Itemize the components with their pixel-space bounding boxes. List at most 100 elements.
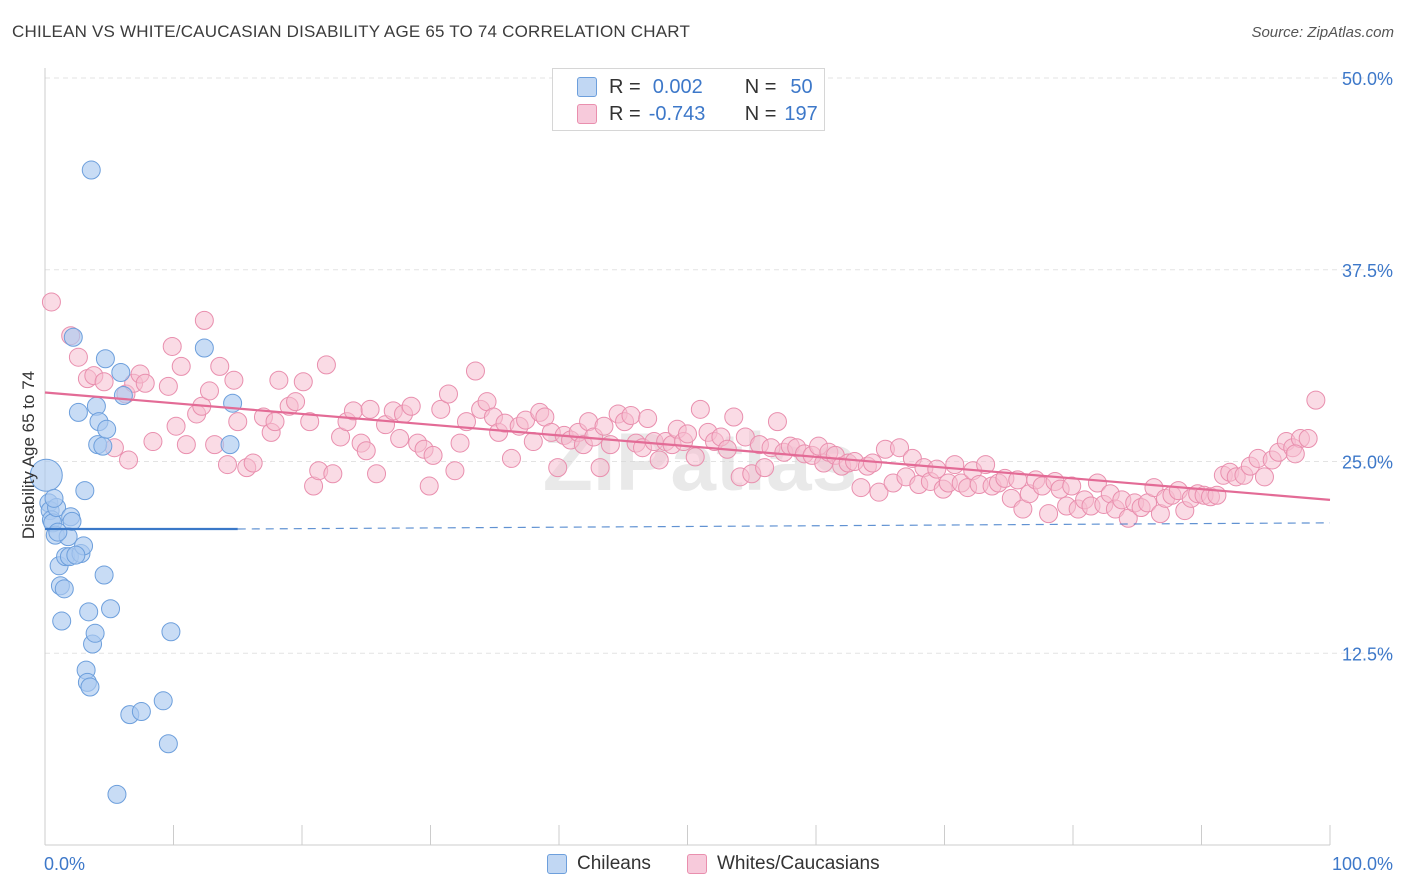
chart-title: CHILEAN VS WHITE/CAUCASIAN DISABILITY AG…: [12, 22, 691, 41]
data-point-chileans: [94, 565, 114, 585]
chileans-swatch: [547, 854, 567, 874]
data-point-whites: [423, 445, 443, 465]
chileans-swatch: [577, 77, 597, 97]
data-point-whites: [210, 356, 230, 376]
data-point-whites: [390, 428, 410, 448]
data-point-whites: [431, 399, 451, 419]
data-point-chileans: [107, 784, 127, 804]
data-point-chileans: [93, 436, 113, 456]
n-value: 197: [784, 102, 818, 125]
data-point-chileans: [95, 349, 115, 369]
data-point-whites: [119, 450, 139, 470]
data-point-chileans: [44, 488, 64, 508]
data-point-whites: [678, 424, 697, 444]
data-point-whites: [767, 412, 787, 432]
whites-swatch: [577, 104, 597, 124]
data-point-whites: [176, 435, 196, 455]
r-label: R =: [609, 102, 641, 125]
data-point-chileans: [220, 435, 240, 455]
data-point-whites: [401, 396, 421, 416]
data-point-whites: [594, 416, 614, 436]
data-point-chileans: [68, 402, 88, 422]
data-point-whites: [590, 458, 610, 478]
data-point-chileans: [80, 677, 100, 697]
data-point-whites: [217, 455, 237, 475]
n-label: N =: [744, 75, 777, 98]
data-point-whites: [199, 381, 219, 401]
data-point-chileans: [111, 363, 131, 383]
trend-line-whites: [44, 391, 1331, 501]
whites-swatch: [687, 854, 707, 874]
y-tick-label: 25.0%: [1342, 453, 1393, 473]
grid-layer: [45, 77, 1393, 654]
data-point-whites: [501, 448, 521, 468]
x-tick-label: 100.0%: [1332, 854, 1393, 874]
data-point-chileans: [79, 602, 99, 622]
data-point-whites: [293, 372, 313, 392]
source-credit: Source: ZipAtlas.com: [1251, 24, 1394, 41]
data-point-chileans: [48, 522, 68, 542]
data-point-whites: [135, 373, 155, 393]
r-value: 0.002: [652, 75, 703, 98]
n-value: 50: [790, 75, 813, 98]
data-point-whites: [419, 476, 439, 496]
data-point-chileans: [153, 691, 173, 711]
data-point-chileans: [158, 734, 178, 754]
data-point-whites: [1062, 476, 1082, 496]
data-point-whites: [171, 356, 191, 376]
tick-labels: 12.5% 25.0% 37.5% 50.0% 0.0% 100.0%: [44, 69, 1393, 874]
trend-lines: [44, 391, 1331, 531]
data-point-chileans: [113, 386, 133, 406]
data-point-chileans: [66, 545, 86, 565]
legend-label-whites: Whites/Caucasians: [717, 853, 880, 874]
x-tick-label: 0.0%: [44, 854, 85, 874]
data-point-whites: [158, 376, 178, 396]
chileans-points: [29, 160, 243, 804]
data-point-whites: [224, 370, 244, 390]
data-point-whites: [724, 407, 744, 427]
data-point-chileans: [97, 419, 117, 439]
data-point-chileans: [194, 338, 214, 358]
data-point-whites: [300, 412, 320, 432]
data-point-whites: [690, 399, 710, 419]
legend-item-whites[interactable]: Whites/Caucasians: [687, 852, 880, 876]
data-point-whites: [286, 392, 306, 412]
data-point-whites: [316, 355, 336, 375]
data-point-whites: [869, 482, 889, 502]
legend-row-chileans: R = 0.002 N = 50: [577, 75, 813, 99]
stats-legend: R = 0.002 N = 50 R = -0.743 N = 197: [552, 68, 825, 131]
data-point-whites: [445, 461, 465, 481]
data-point-whites: [450, 433, 470, 453]
data-point-whites: [976, 455, 996, 475]
data-point-whites: [1306, 390, 1326, 410]
trend-line-chileans-extrapolated: [237, 522, 1331, 530]
data-point-whites: [621, 405, 641, 425]
data-point-chileans: [101, 599, 121, 619]
data-point-whites: [438, 384, 458, 404]
data-point-whites: [228, 412, 248, 432]
n-label: N =: [744, 102, 777, 125]
data-point-whites: [41, 292, 61, 312]
y-tick-label: 50.0%: [1342, 69, 1393, 89]
data-point-whites: [68, 347, 88, 367]
data-point-whites: [851, 478, 871, 498]
data-point-whites: [166, 416, 186, 436]
data-point-whites: [269, 370, 289, 390]
data-point-whites: [1039, 504, 1059, 524]
data-point-whites: [94, 372, 114, 392]
data-point-whites: [685, 447, 705, 467]
data-point-whites: [523, 432, 543, 452]
data-point-chileans: [75, 481, 95, 501]
y-tick-label: 12.5%: [1342, 644, 1393, 664]
data-point-whites: [890, 438, 910, 458]
data-point-whites: [1087, 473, 1107, 493]
data-point-chileans: [131, 702, 151, 722]
data-point-whites: [360, 399, 380, 419]
data-point-chileans: [54, 579, 74, 599]
data-point-whites: [456, 412, 476, 432]
data-point-whites: [265, 412, 285, 432]
data-point-whites: [1298, 428, 1318, 448]
legend-item-chileans[interactable]: Chileans: [547, 852, 651, 876]
data-point-whites: [945, 455, 965, 475]
